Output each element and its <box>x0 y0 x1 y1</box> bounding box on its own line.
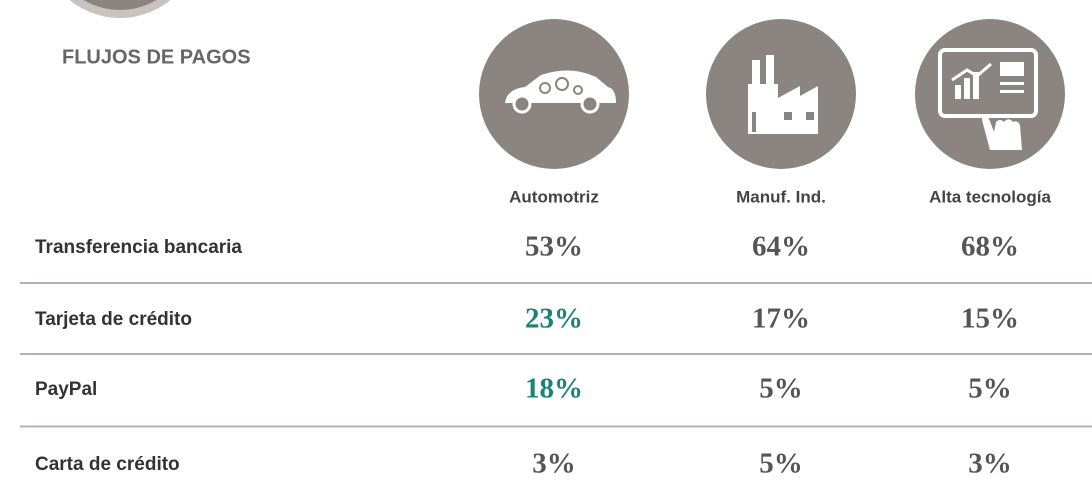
row-label: Transferencia bancaria <box>35 237 242 258</box>
cell-value: 5% <box>759 448 803 480</box>
cell-value: 15% <box>961 303 1019 335</box>
cell-value: 68% <box>961 231 1019 263</box>
cell-value: 3% <box>532 448 576 480</box>
cell-value: 5% <box>759 373 803 405</box>
cell-value: 3% <box>968 448 1012 480</box>
cell-value: 64% <box>752 231 810 263</box>
cell-value: 23% <box>525 303 583 335</box>
column-header: Automotriz <box>509 187 599 206</box>
column-header: Manuf. Ind. <box>736 187 826 206</box>
row-label: PayPal <box>35 379 97 400</box>
column-header: Alta tecnología <box>929 187 1051 206</box>
icon-tablet <box>915 19 1065 169</box>
title: FLUJOS DE PAGOS <box>62 46 251 68</box>
table: Automotriz Manuf. Ind. Alta tecnología Tran… <box>20 187 1092 480</box>
cell-value: 18% <box>525 373 583 405</box>
corner-circle-inner <box>83 0 157 10</box>
icon-factory <box>706 19 856 169</box>
icon-automotive <box>479 19 629 169</box>
row-label: Carta de crédito <box>35 454 180 475</box>
row-label: Tarjeta de crédito <box>35 309 192 330</box>
cell-value: 53% <box>525 231 583 263</box>
cell-value: 17% <box>752 303 810 335</box>
cell-value: 5% <box>968 373 1012 405</box>
